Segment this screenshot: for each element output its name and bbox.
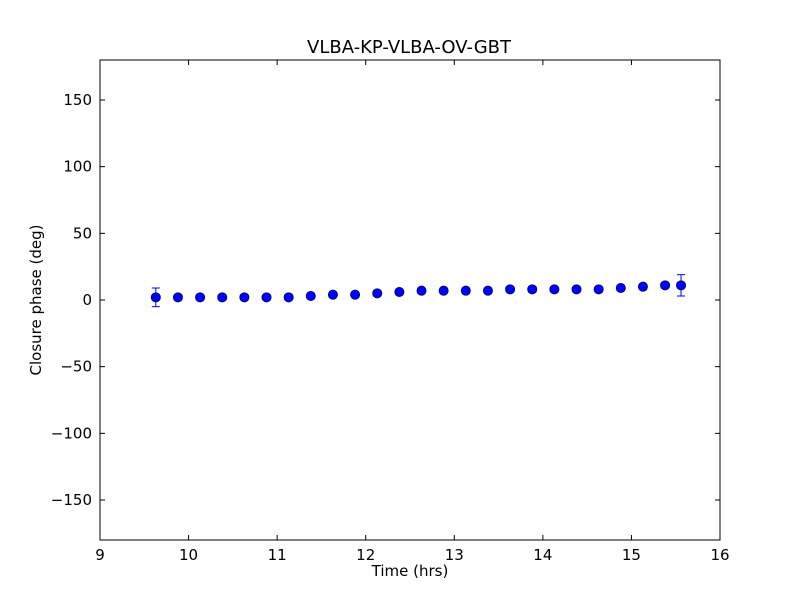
data-point: [195, 292, 206, 303]
data-point: [150, 292, 161, 303]
x-tick-label: 13: [445, 546, 464, 564]
data-point: [676, 280, 687, 291]
data-point: [261, 292, 272, 303]
y-tick-label: −150: [51, 491, 92, 509]
data-point: [416, 285, 427, 296]
y-tick-label: 0: [82, 291, 92, 309]
y-tick-label: 150: [63, 91, 92, 109]
data-point: [172, 292, 183, 303]
data-point: [394, 287, 405, 297]
data-point: [593, 284, 604, 295]
y-tick-label: −100: [51, 424, 92, 442]
data-point: [549, 284, 560, 295]
x-tick-label: 16: [710, 546, 729, 564]
data-point: [571, 284, 582, 295]
plot-area: 9 10 11 12 13 14 15 16 −150 −100 −50 0 50 100 150: [51, 60, 730, 564]
y-tick-label: −50: [60, 358, 92, 376]
x-tick-label: 11: [268, 546, 287, 564]
data-point: [372, 288, 383, 299]
x-tick-label: 14: [533, 546, 552, 564]
data-point: [637, 281, 648, 292]
chart-title: VLBA-KP-VLBA-OV-GBT: [307, 37, 512, 58]
x-axis-label: Time (hrs): [371, 562, 449, 580]
y-axis-label: Closure phase (deg): [27, 225, 45, 376]
x-tick-label: 15: [622, 546, 641, 564]
data-point: [460, 285, 471, 296]
data-point: [327, 289, 338, 300]
y-tick-label: 50: [73, 224, 92, 242]
data-point: [615, 283, 626, 293]
data-point: [283, 292, 294, 303]
x-tick-label: 9: [95, 546, 105, 564]
data-point: [660, 280, 671, 291]
plot-frame: [99, 59, 721, 541]
x-tick-label: 12: [356, 546, 375, 564]
data-point: [482, 285, 493, 296]
data-point: [305, 291, 316, 301]
data-point: [350, 289, 361, 300]
y-tick-label: 100: [63, 158, 92, 176]
data-point: [239, 292, 250, 303]
data-point: [527, 284, 538, 295]
data-point: [217, 292, 228, 303]
data-point: [505, 284, 516, 295]
x-tick-label: 10: [179, 546, 198, 564]
data-point: [438, 285, 449, 296]
